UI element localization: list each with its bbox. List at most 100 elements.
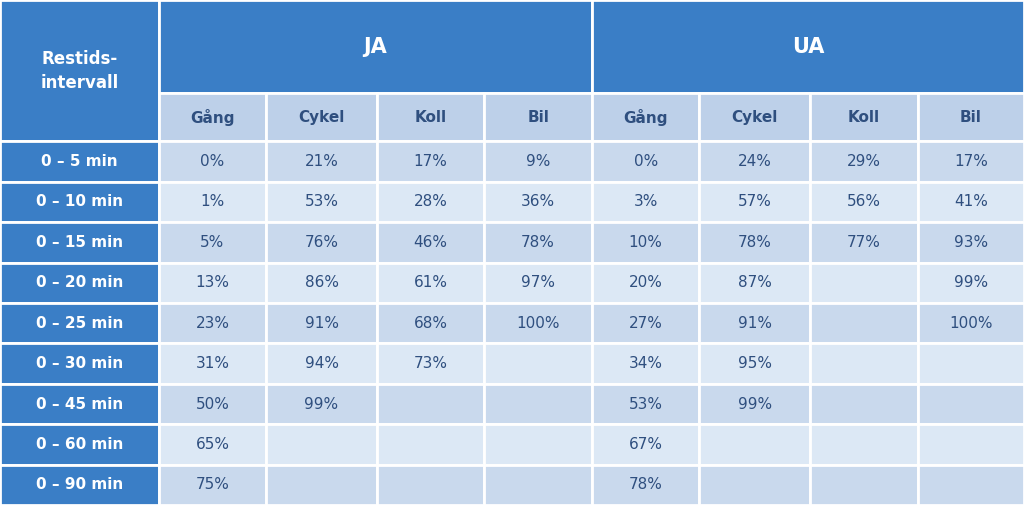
Bar [266,93,377,141]
Bar [484,465,592,505]
Bar [377,263,484,303]
Bar [0,465,159,505]
Text: Cykel: Cykel [731,110,778,125]
Text: 78%: 78% [521,235,555,250]
Text: 29%: 29% [847,154,881,169]
Bar [266,343,377,384]
Text: 0 – 90 min: 0 – 90 min [36,477,123,492]
Text: Koll: Koll [415,110,446,125]
Text: 0 – 10 min: 0 – 10 min [36,194,123,210]
Text: 76%: 76% [304,235,339,250]
Bar [159,424,266,465]
Bar [0,141,159,182]
Text: 67%: 67% [629,437,663,452]
Bar [159,182,266,222]
Bar [699,343,810,384]
Text: 0 – 30 min: 0 – 30 min [36,356,123,371]
Bar [0,222,159,263]
Text: 46%: 46% [414,235,447,250]
Bar [0,384,159,424]
Text: 0%: 0% [634,154,657,169]
Bar [377,93,484,141]
Text: 95%: 95% [737,356,772,371]
Text: 3%: 3% [634,194,657,210]
Text: 100%: 100% [949,316,992,331]
Text: 78%: 78% [737,235,772,250]
Bar [377,222,484,263]
Bar [159,93,266,141]
Text: 5%: 5% [201,235,224,250]
Bar [484,182,592,222]
Text: 36%: 36% [521,194,555,210]
Bar [810,384,918,424]
Bar [159,0,592,93]
Bar [592,424,699,465]
Text: 77%: 77% [847,235,881,250]
Bar [699,182,810,222]
Text: Restids-
intervall: Restids- intervall [40,50,119,91]
Text: 0 – 45 min: 0 – 45 min [36,396,123,412]
Text: Gång: Gång [190,109,234,126]
Bar [266,141,377,182]
Bar [918,263,1024,303]
Text: 31%: 31% [196,356,229,371]
Bar [0,343,159,384]
Text: 17%: 17% [414,154,447,169]
Text: 0 – 5 min: 0 – 5 min [41,154,118,169]
Bar [918,222,1024,263]
Bar [377,384,484,424]
Bar [810,343,918,384]
Text: 21%: 21% [304,154,339,169]
Bar [592,141,699,182]
Bar [810,263,918,303]
Bar [918,303,1024,343]
Text: 97%: 97% [521,275,555,290]
Bar [266,222,377,263]
Bar [0,424,159,465]
Bar [810,222,918,263]
Bar [484,424,592,465]
Text: UA: UA [792,37,824,57]
Text: 53%: 53% [629,396,663,412]
Bar [592,182,699,222]
Text: 41%: 41% [953,194,988,210]
Bar [810,141,918,182]
Text: 93%: 93% [953,235,988,250]
Bar [266,263,377,303]
Text: 100%: 100% [516,316,560,331]
Bar [484,303,592,343]
Bar [484,93,592,141]
Text: 27%: 27% [629,316,663,331]
Bar [810,93,918,141]
Bar [592,303,699,343]
Bar [266,424,377,465]
Bar [0,303,159,343]
Bar [810,465,918,505]
Bar [159,384,266,424]
Bar [918,424,1024,465]
Text: 23%: 23% [196,316,229,331]
Bar [699,93,810,141]
Text: 99%: 99% [304,396,339,412]
Text: 86%: 86% [304,275,339,290]
Bar [377,465,484,505]
Bar [377,182,484,222]
Text: 87%: 87% [737,275,772,290]
Bar [918,141,1024,182]
Bar [918,343,1024,384]
Text: 57%: 57% [737,194,772,210]
Bar [377,141,484,182]
Text: 24%: 24% [737,154,772,169]
Text: 78%: 78% [629,477,663,492]
Text: 91%: 91% [737,316,772,331]
Bar [159,303,266,343]
Text: 9%: 9% [526,154,550,169]
Text: 50%: 50% [196,396,229,412]
Text: 17%: 17% [953,154,988,169]
Bar [592,222,699,263]
Bar [266,384,377,424]
Bar [810,424,918,465]
Bar [266,182,377,222]
Bar [699,465,810,505]
Text: 91%: 91% [304,316,339,331]
